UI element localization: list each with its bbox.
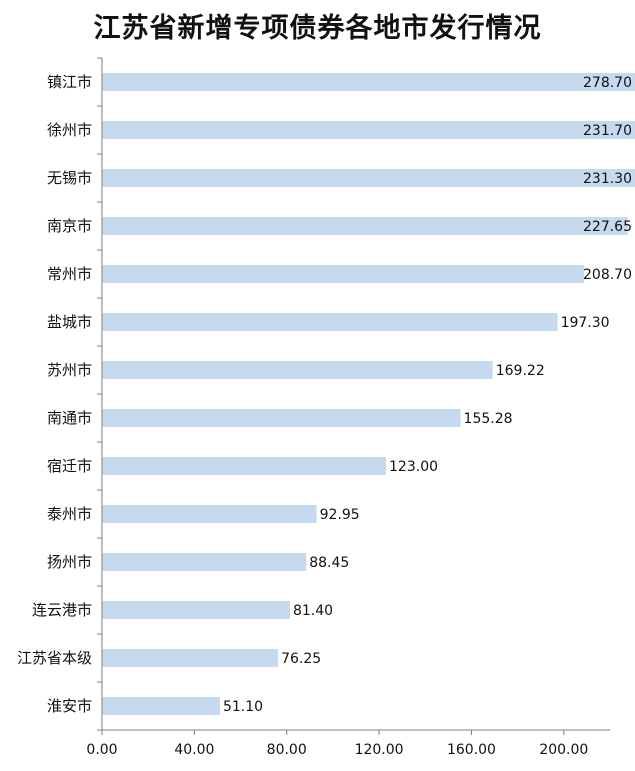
data-label: 92.95	[320, 507, 360, 523]
category-label: 扬州市	[47, 553, 92, 571]
data-label: 227.65	[583, 219, 632, 235]
axes: 0.00 40.00 80.00 120.00 160.00 200.00	[86, 57, 610, 758]
category-label: 苏州市	[47, 361, 92, 379]
data-label: 197.30	[561, 315, 610, 331]
data-label: 169.22	[496, 363, 545, 379]
x-tick-label: 120.00	[355, 742, 404, 758]
value-labels: 278.70 231.70 231.30 227.65 208.70 197.30 169.…	[223, 75, 632, 715]
data-label: 88.45	[309, 555, 349, 571]
category-label: 淮安市	[47, 697, 92, 715]
category-labels: 镇江市徐州市无锡市南京市常州市盐城市苏州市南通市宿迁市泰州市扬州市连云港市江苏省…	[17, 73, 92, 715]
data-label: 123.00	[389, 459, 438, 475]
data-label: 231.70	[583, 123, 632, 139]
category-label: 南通市	[47, 409, 92, 427]
category-label: 无锡市	[47, 169, 92, 187]
bar	[102, 697, 220, 715]
category-label: 南京市	[47, 217, 92, 235]
category-label: 盐城市	[47, 313, 92, 331]
x-tick-label: 0.00	[86, 742, 117, 758]
data-label: 76.25	[281, 651, 321, 667]
category-label: 徐州市	[47, 121, 92, 139]
category-label: 泰州市	[47, 505, 92, 523]
data-label: 81.40	[293, 603, 333, 619]
x-tick-label: 40.00	[174, 742, 214, 758]
bar	[102, 505, 317, 523]
category-label: 江苏省本级	[17, 649, 92, 667]
bar	[102, 169, 635, 187]
bars-layer	[102, 73, 635, 715]
category-label: 镇江市	[47, 73, 92, 91]
category-label: 常州市	[47, 265, 92, 283]
data-label: 155.28	[464, 411, 513, 427]
data-label: 208.70	[583, 267, 632, 283]
x-tick-label: 160.00	[447, 742, 496, 758]
bar	[102, 217, 628, 235]
bar	[102, 601, 290, 619]
data-label: 231.30	[583, 171, 632, 187]
bar	[102, 361, 493, 379]
data-label: 278.70	[583, 75, 632, 91]
bar	[102, 409, 461, 427]
bar	[102, 649, 279, 667]
x-tick-label: 200.00	[539, 742, 588, 758]
bar	[102, 553, 307, 571]
bar	[102, 265, 584, 283]
category-label: 宿迁市	[47, 457, 92, 475]
bar	[102, 313, 558, 331]
chart-title: 江苏省新增专项债券各地市发行情况	[93, 13, 542, 44]
data-label: 51.10	[223, 699, 263, 715]
category-label: 连云港市	[32, 601, 92, 619]
bar	[102, 73, 635, 91]
bar	[102, 457, 387, 475]
x-tick-label: 80.00	[267, 742, 307, 758]
bar	[102, 121, 635, 139]
